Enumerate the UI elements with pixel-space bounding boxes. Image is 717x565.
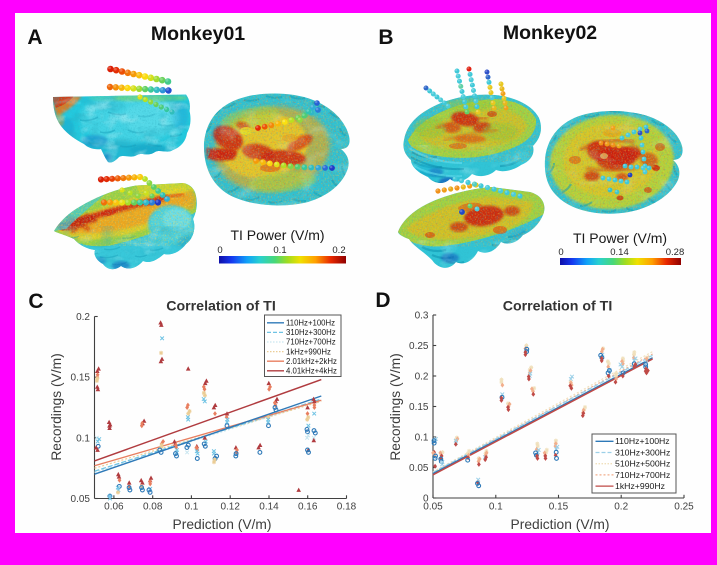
svg-text:TI Power (V/m): TI Power (V/m)	[573, 230, 667, 246]
svg-text:1kHz+990Hz: 1kHz+990Hz	[615, 481, 665, 491]
svg-text:Correlation of TI: Correlation of TI	[503, 299, 613, 315]
svg-text:0.3: 0.3	[415, 311, 429, 322]
svg-text:0.1: 0.1	[489, 502, 503, 513]
svg-text:0.25: 0.25	[674, 502, 694, 513]
svg-text:0.18: 0.18	[337, 502, 357, 513]
svg-text:Correlation of TI: Correlation of TI	[166, 299, 276, 315]
svg-text:4.01kHz+4kHz: 4.01kHz+4kHz	[286, 367, 337, 376]
svg-text:0.2: 0.2	[332, 245, 345, 256]
svg-text:0.12: 0.12	[220, 502, 240, 513]
svg-text:310Hz+300Hz: 310Hz+300Hz	[615, 447, 670, 457]
svg-text:0.05: 0.05	[423, 502, 443, 513]
svg-text:1kHz+990Hz: 1kHz+990Hz	[286, 347, 331, 356]
svg-text:0.16: 0.16	[298, 502, 318, 513]
svg-text:Prediction (V/m): Prediction (V/m)	[173, 517, 272, 532]
svg-text:0.2: 0.2	[76, 312, 90, 323]
svg-text:Monkey02: Monkey02	[503, 22, 597, 44]
svg-text:510Hz+500Hz: 510Hz+500Hz	[615, 459, 670, 469]
svg-text:710Hz+700Hz: 710Hz+700Hz	[615, 470, 670, 480]
svg-text:310Hz+300Hz: 310Hz+300Hz	[286, 328, 336, 337]
svg-text:110Hz+100Hz: 110Hz+100Hz	[286, 319, 335, 328]
svg-text:0.1: 0.1	[184, 502, 198, 513]
svg-text:0.1: 0.1	[273, 245, 286, 256]
svg-text:B: B	[378, 26, 393, 49]
svg-text:0.15: 0.15	[71, 373, 91, 384]
svg-text:0.2: 0.2	[614, 502, 628, 513]
svg-text:0.05: 0.05	[71, 494, 91, 505]
svg-text:0.08: 0.08	[143, 502, 163, 513]
svg-text:Recordings (V/m): Recordings (V/m)	[388, 353, 403, 460]
svg-text:0.2: 0.2	[415, 372, 429, 383]
svg-text:0.1: 0.1	[415, 433, 429, 444]
svg-text:0.15: 0.15	[549, 502, 569, 513]
svg-text:0.1: 0.1	[76, 433, 90, 444]
svg-text:0: 0	[423, 494, 429, 505]
svg-text:710Hz+700Hz: 710Hz+700Hz	[286, 338, 336, 347]
svg-text:D: D	[375, 289, 390, 312]
svg-text:TI Power (V/m): TI Power (V/m)	[230, 227, 324, 243]
svg-text:0.15: 0.15	[409, 402, 429, 413]
svg-text:0.25: 0.25	[409, 341, 429, 352]
svg-text:0.14: 0.14	[259, 502, 279, 513]
svg-text:Recordings (V/m): Recordings (V/m)	[49, 353, 64, 460]
svg-text:Prediction (V/m): Prediction (V/m)	[511, 517, 610, 532]
svg-text:2.01kHz+2kHz: 2.01kHz+2kHz	[286, 357, 337, 366]
svg-text:0.05: 0.05	[409, 463, 429, 474]
svg-text:0: 0	[558, 247, 563, 258]
svg-text:0.28: 0.28	[666, 247, 685, 258]
svg-text:0.06: 0.06	[104, 502, 124, 513]
svg-text:110Hz+100Hz: 110Hz+100Hz	[615, 436, 670, 446]
svg-text:0: 0	[217, 245, 222, 256]
svg-text:0.14: 0.14	[610, 247, 629, 258]
svg-text:A: A	[27, 26, 42, 49]
svg-text:C: C	[28, 290, 43, 313]
svg-text:Monkey01: Monkey01	[151, 23, 245, 45]
